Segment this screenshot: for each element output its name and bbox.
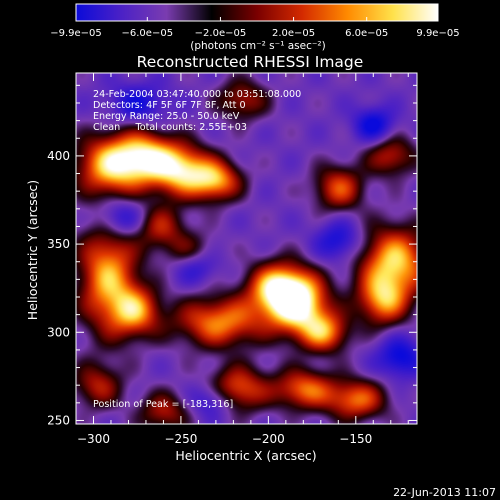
heatmap-image — [76, 73, 417, 424]
chart-title: Reconstructed RHESSI Image — [137, 53, 364, 71]
y-axis-label: Heliocentric Y (arcsec) — [25, 180, 40, 320]
x-tick-label: −300 — [77, 432, 110, 446]
annotation-total-counts: Clean Total counts: 2.55E+03 — [93, 122, 247, 133]
x-tick-label: −200 — [252, 432, 285, 446]
render-date: 22-Jun-2013 11:07 — [393, 486, 496, 499]
colorbar-tick-label: 6.0e−05 — [345, 28, 388, 39]
annotation-energy-range: Energy Range: 25.0 - 50.0 keV — [93, 111, 240, 122]
peak-position-label: Position of Peak = [-183,316] — [93, 399, 233, 410]
x-tick-label: −250 — [164, 432, 197, 446]
colorbar-ticks: −9.9e−05 −6.0e−05 −2.0e−05 2.0e−05 6.0e−05 9.… — [50, 17, 460, 39]
x-tick-label: −150 — [339, 432, 372, 446]
y-tick-label: 400 — [47, 149, 70, 163]
colorbar-tick-label: −2.0e−05 — [195, 28, 247, 39]
colorbar-unit-label: (photons cm⁻² s⁻¹ asec⁻²) — [190, 40, 325, 52]
annotation-detectors: Detectors: 4F 5F 6F 7F 8F, Att 0 — [93, 100, 246, 111]
annotation-block: 24-Feb-2004 03:47:40.000 to 03:51:08.000… — [93, 89, 301, 133]
plot-frame — [75, 72, 418, 425]
y-tick-label: 300 — [47, 325, 70, 339]
colorbar — [75, 3, 439, 22]
axis-ticks: −300 −250 −200 −150 250 300 350 400 — [47, 73, 417, 446]
colorbar-tick-label: 9.9e−05 — [416, 28, 459, 39]
colorbar-tick-label: −9.9e−05 — [50, 28, 102, 39]
colorbar-tick-label: 2.0e−05 — [272, 28, 315, 39]
annotation-time-range: 24-Feb-2004 03:47:40.000 to 03:51:08.000 — [93, 89, 301, 100]
y-tick-label: 250 — [47, 413, 70, 427]
x-axis-label: Heliocentric X (arcsec) — [175, 448, 316, 463]
colorbar-tick-label: −6.0e−05 — [122, 28, 174, 39]
y-tick-label: 350 — [47, 237, 70, 251]
